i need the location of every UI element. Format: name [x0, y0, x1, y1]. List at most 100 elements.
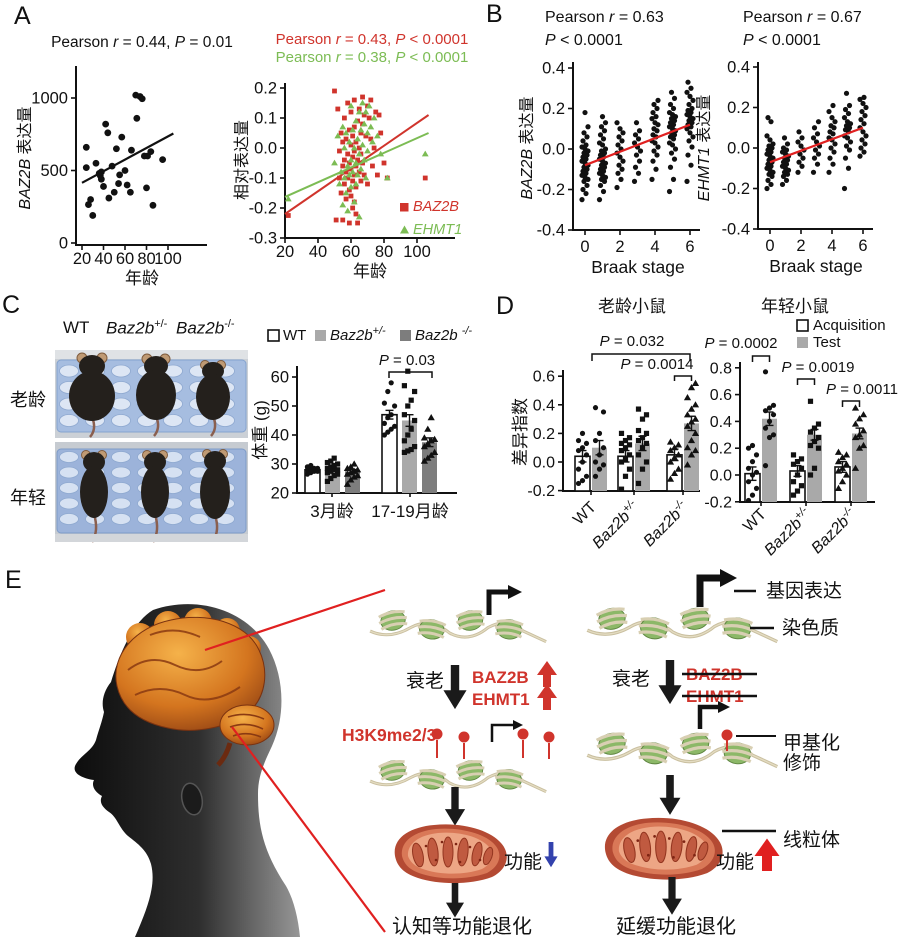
data-point-square [346, 187, 352, 193]
y-tick-label: 0.6 [533, 369, 555, 386]
function-label: 功能 [504, 851, 542, 873]
data-point-circle [618, 176, 624, 182]
data-point-circle [579, 172, 585, 178]
data-point-square [363, 133, 369, 139]
data-point-circle [684, 178, 690, 184]
data-point-square [353, 184, 359, 190]
legend-label: Acquisition [813, 317, 886, 334]
y-tick-label: 0.2 [533, 426, 555, 443]
data-point-triangle [855, 415, 864, 422]
y-tick-label: 40 [271, 427, 289, 445]
mechanism-diagram: 衰老 BAZ2B EHMT1 H3K9me2/3 功能 认知等功能退 [74, 569, 842, 938]
data-point-triangle [369, 138, 376, 145]
data-point-square [412, 444, 418, 450]
data-point-square [335, 471, 341, 477]
brain-icon [115, 608, 266, 731]
data-point-triangle [365, 102, 373, 109]
data-point-triangle [674, 451, 683, 458]
data-point-circle [765, 161, 771, 167]
data-point-circle [827, 129, 833, 135]
chart-baz2b-vs-braak: 0.4 0.2 0.0 -0.2 -0.4 0 2 4 6 Pearson r = 0.63 P <… [518, 9, 700, 277]
data-point-circle [121, 167, 129, 174]
data-point-square [643, 459, 650, 465]
data-point-circle [762, 408, 769, 414]
data-point-circle [688, 162, 694, 168]
data-point-circle [762, 369, 769, 375]
data-point-circle [583, 440, 590, 447]
data-point-circle [118, 133, 126, 141]
data-point-circle [686, 118, 692, 124]
data-point-circle [797, 151, 803, 157]
data-point-triangle [347, 183, 355, 190]
data-point-square [798, 483, 805, 489]
x-tick-label: 40 [94, 250, 112, 268]
sig-label: P = 0.0011 [826, 381, 898, 398]
data-point-square [370, 163, 375, 169]
data-point-circle [690, 97, 696, 103]
data-point-square [408, 426, 414, 432]
data-point-circle [766, 405, 773, 411]
data-point-triangle [355, 213, 363, 220]
data-point-square [626, 435, 633, 441]
mouse-head [144, 452, 166, 472]
data-point-square [622, 473, 629, 479]
y-tick-label: 0.4 [727, 59, 750, 77]
legend-swatch [400, 330, 411, 341]
photo-col-label-ko: Baz2b-/- [176, 318, 235, 338]
data-point-circle [575, 466, 582, 472]
y-tick-label: 60 [271, 369, 289, 387]
data-point-square [815, 445, 822, 451]
data-point-triangle [341, 144, 348, 151]
data-point-triangle [354, 171, 361, 178]
data-point-square [405, 403, 411, 409]
y-tick-label: -0.2 [722, 180, 750, 198]
data-point-circle [381, 400, 387, 406]
data-point-square [798, 465, 805, 471]
data-point-circle [89, 212, 97, 219]
data-point-circle [614, 184, 620, 191]
data-point-square [422, 175, 428, 181]
data-point-circle [796, 159, 802, 165]
data-point-circle [583, 452, 590, 458]
data-point-circle [779, 149, 786, 155]
data-point-circle [596, 430, 603, 436]
data-point-circle [860, 129, 866, 135]
data-point-square [353, 211, 359, 217]
data-point-square [351, 97, 357, 103]
data-point-square [375, 172, 380, 178]
data-point-square [338, 130, 344, 136]
data-point-square [381, 160, 387, 166]
data-point-circle [315, 465, 321, 471]
data-point-triangle [691, 446, 700, 454]
x-tick-label: 6 [685, 238, 694, 256]
data-point-circle [97, 175, 105, 183]
data-point-square [331, 455, 337, 461]
x-tick-label: 6 [858, 237, 867, 255]
data-point-circle [598, 124, 605, 130]
y-tick-label: 0.0 [542, 141, 565, 159]
data-point-circle [579, 158, 585, 164]
data-point-square [373, 109, 379, 115]
data-point-circle [636, 128, 643, 134]
data-point-circle [655, 97, 661, 103]
data-point-triangle [342, 129, 350, 136]
aging-label: 衰老 [406, 670, 444, 692]
x-tick-label: 0 [580, 238, 589, 256]
zoom-callout-line-bottom [231, 726, 386, 933]
data-point-circle [579, 430, 586, 436]
data-point-square [332, 88, 337, 94]
data-point-circle [666, 140, 673, 146]
data-point-triangle [683, 411, 692, 418]
data-point-triangle [670, 454, 679, 461]
data-point-square [361, 112, 367, 118]
data-point-triangle [424, 425, 432, 432]
data-point-square [342, 157, 347, 163]
data-point-circle [633, 152, 640, 158]
data-point-circle [780, 145, 787, 151]
data-point-circle [597, 152, 604, 158]
data-point-circle [666, 109, 673, 116]
data-point-square [378, 130, 384, 136]
data-point-circle [779, 181, 786, 188]
data-point-triangle [341, 174, 348, 181]
